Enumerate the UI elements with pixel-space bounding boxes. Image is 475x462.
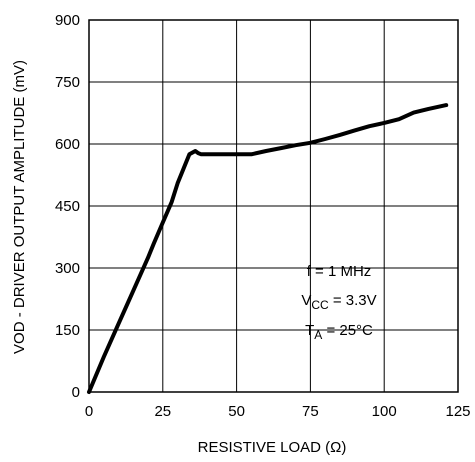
frequency-annotation: f = 1 MHz — [307, 263, 372, 280]
x-tick-label: 50 — [228, 403, 245, 420]
x-tick-label: 75 — [302, 403, 319, 420]
y-axis-label: VOD - DRIVER OUTPUT AMPLITUDE (mV) — [11, 60, 28, 354]
vcc-annotation: VCC = 3.3V — [301, 292, 376, 312]
x-tick-label: 0 — [85, 403, 93, 420]
series-line — [87, 103, 449, 394]
x-tick-labels: 0 25 50 75 100 125 — [85, 403, 471, 420]
curve-layer — [87, 103, 449, 394]
y-tick-label: 900 — [55, 12, 80, 29]
ta-annotation: TA = 25°C — [305, 322, 373, 342]
grid-lines — [89, 20, 458, 392]
y-tick-label: 300 — [55, 260, 80, 277]
x-tick-label: 25 — [154, 403, 171, 420]
x-axis-label: RESISTIVE LOAD (Ω) — [198, 439, 347, 456]
y-tick-label: 150 — [55, 322, 80, 339]
x-tick-label: 125 — [445, 403, 470, 420]
y-tick-label: 450 — [55, 198, 80, 215]
y-tick-labels: 0 150 300 450 600 750 900 — [55, 12, 80, 401]
x-tick-label: 100 — [372, 403, 397, 420]
conditions-annotation: f = 1 MHz VCC = 3.3V TA = 25°C — [301, 263, 376, 342]
y-tick-label: 0 — [72, 384, 80, 401]
plot-frame — [88, 19, 459, 393]
y-tick-label: 600 — [55, 136, 80, 153]
y-tick-label: 750 — [55, 74, 80, 91]
